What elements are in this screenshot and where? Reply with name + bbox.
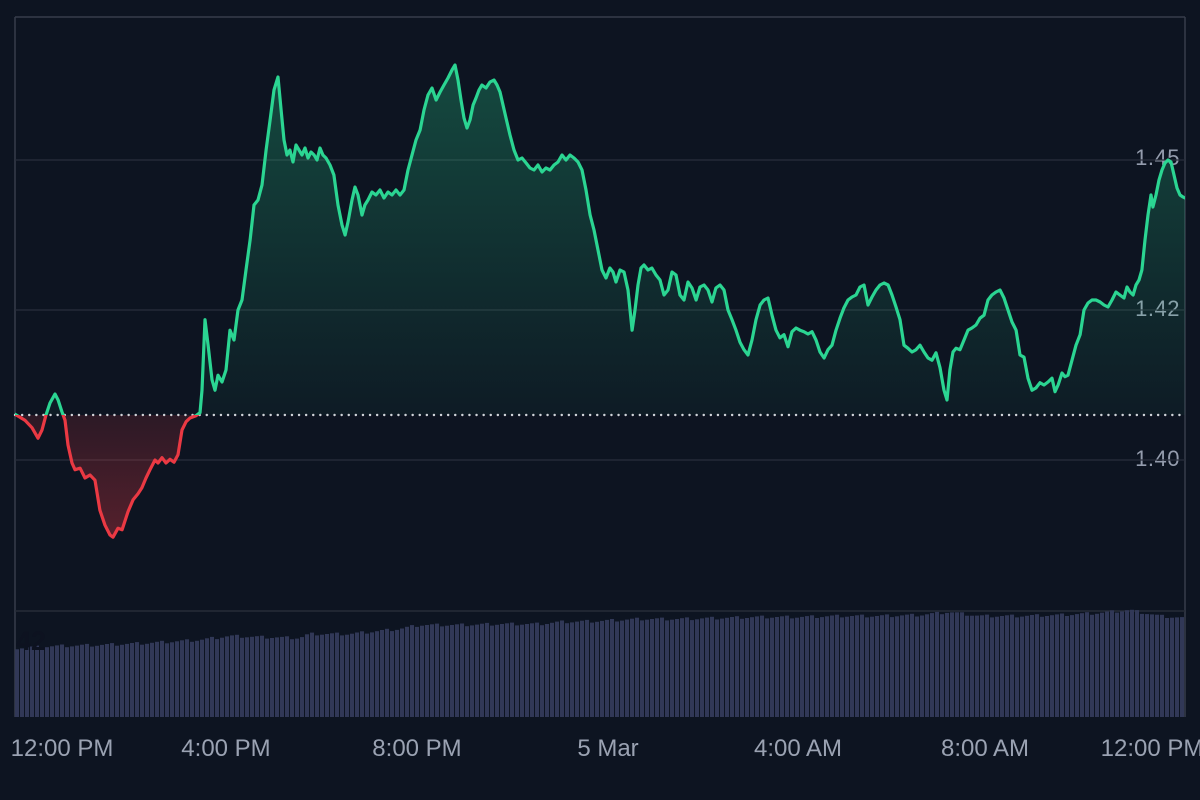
price-line-up (15, 63, 1185, 415)
x-axis-label-4: 4:00 AM (753, 735, 843, 762)
x-axis-label-2: 8:00 PM (372, 735, 462, 762)
x-axis-label-5: 8:00 AM (940, 735, 1030, 762)
x-axis-label-0: 12:00 PM (10, 735, 114, 762)
volume-bars (15, 609, 1184, 717)
green-area-fill (15, 65, 1185, 415)
y-axis-label-140: 1.40 (1135, 446, 1180, 471)
red-area-fill (15, 415, 1185, 538)
plot-hover-area[interactable] (15, 17, 1185, 717)
volume-axis-label: 42 (16, 626, 47, 656)
x-axis-label-6: 12:00 PM (1100, 735, 1200, 762)
x-axis-label-3: 5 Mar (577, 735, 639, 762)
x-axis-label-1: 4:00 PM (181, 735, 271, 762)
